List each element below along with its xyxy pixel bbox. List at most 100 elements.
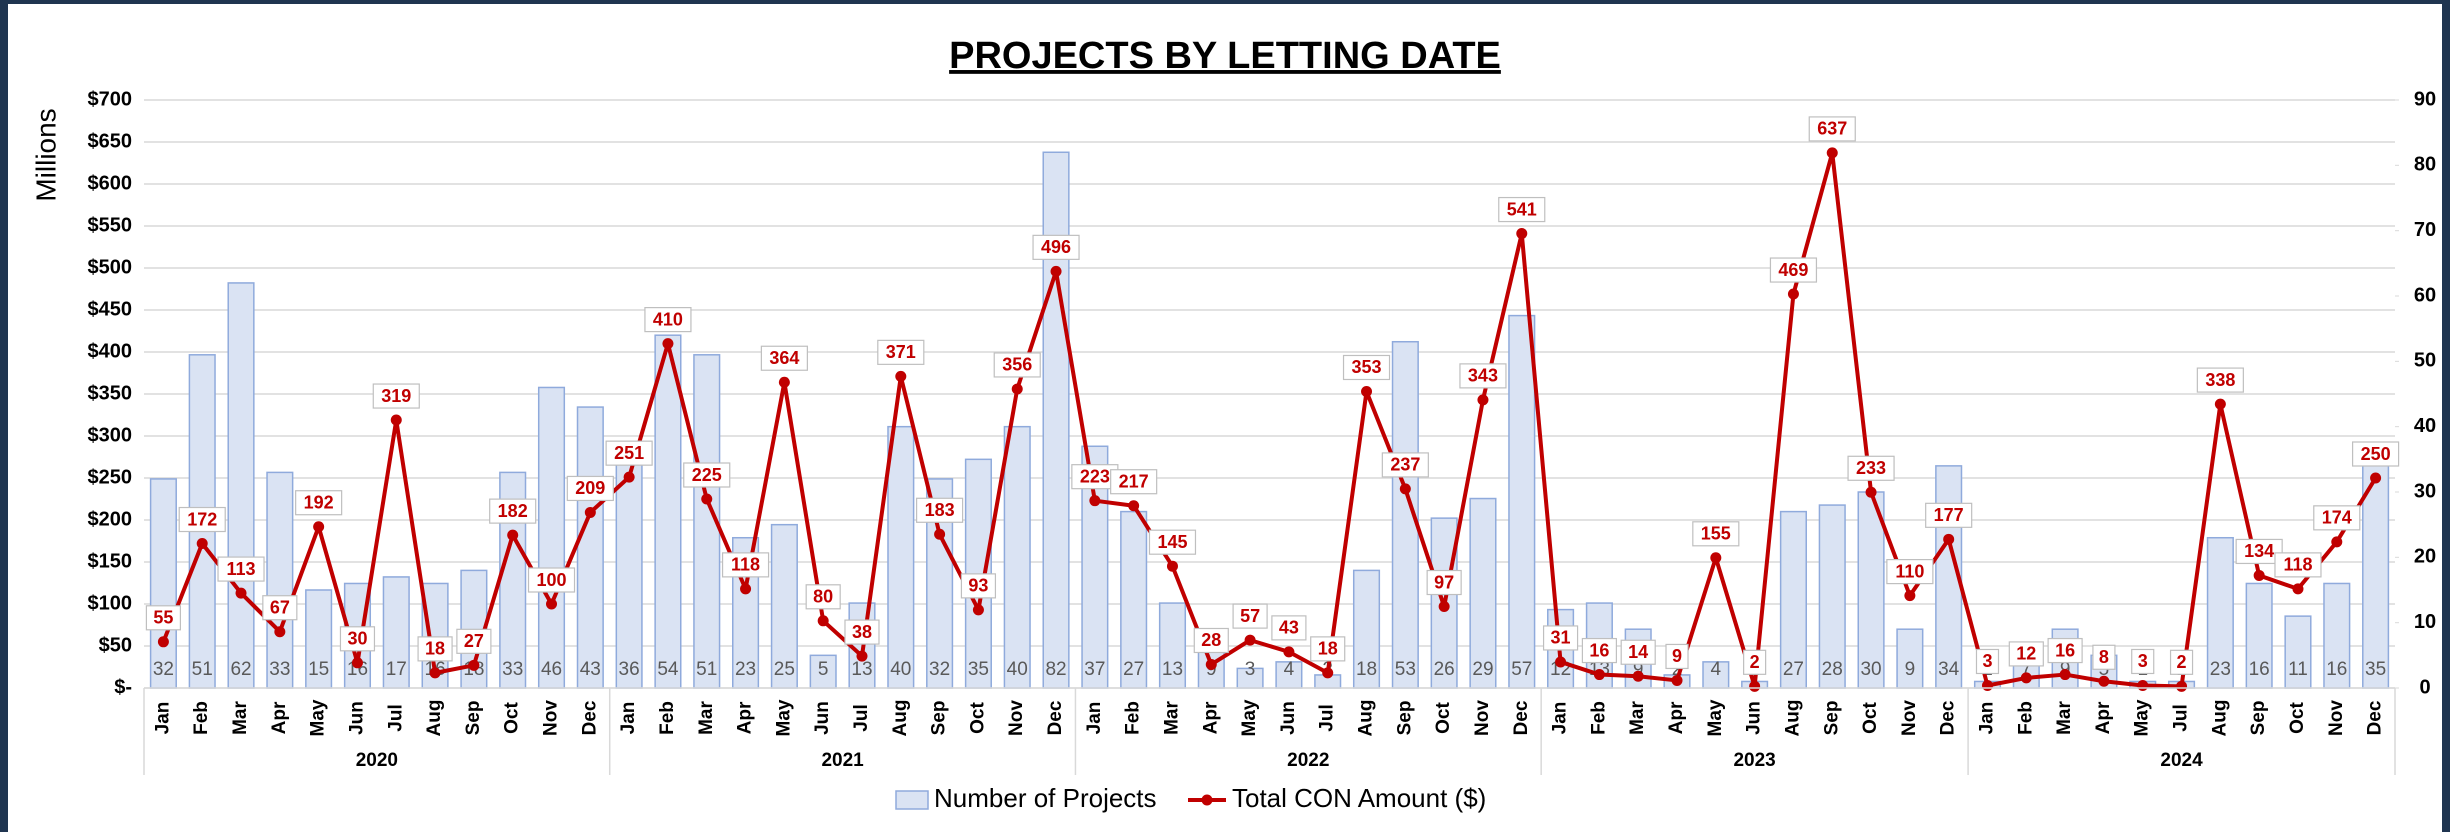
bar-value-label: 5 xyxy=(818,659,829,680)
value-label-box xyxy=(2351,441,2400,467)
line-value-label: 223 xyxy=(1080,466,1110,486)
bar xyxy=(1003,425,1031,689)
line-marker xyxy=(1632,670,1644,682)
line-value-label: 3 xyxy=(2138,651,2148,671)
line-value-label: 183 xyxy=(925,500,955,520)
line-value-label: 177 xyxy=(1934,505,1964,525)
value-label-box xyxy=(2274,552,2322,578)
legend: Number of Projects Total CON Amount ($) xyxy=(895,783,1486,813)
x-tick-label: May xyxy=(773,699,794,736)
value-label-box xyxy=(683,462,731,488)
value-label-box xyxy=(2313,505,2361,531)
bar-value-label: 30 xyxy=(1860,659,1881,680)
y-tick-label: $100 xyxy=(88,592,133,614)
bar xyxy=(887,425,915,689)
line-value-label: 356 xyxy=(1002,355,1032,375)
line-value-label: 134 xyxy=(2244,541,2274,561)
x-tick-label: Jan xyxy=(1550,702,1571,735)
value-label-box xyxy=(1148,529,1197,555)
bar-value-label: 7 xyxy=(2021,659,2032,680)
value-label-box xyxy=(1886,558,1934,585)
line-marker xyxy=(817,615,829,627)
bar-value-label: 46 xyxy=(541,659,562,680)
x-tick-label: Oct xyxy=(502,701,523,733)
line-marker xyxy=(546,598,558,610)
line-marker xyxy=(1438,601,1450,613)
value-label-box xyxy=(1975,648,2000,675)
y-tick-label: $450 xyxy=(88,298,133,320)
line-value-label: 38 xyxy=(852,622,872,642)
bar-value-label: 35 xyxy=(968,659,989,680)
line-marker xyxy=(1710,552,1722,564)
x-tick-label: Jan xyxy=(1977,702,1998,735)
line-marker xyxy=(972,604,984,616)
bar xyxy=(382,576,410,689)
line-marker xyxy=(1128,500,1140,512)
line-marker xyxy=(662,338,674,350)
x-tick-label: Nov xyxy=(1472,700,1493,736)
bar xyxy=(770,523,798,689)
line-marker xyxy=(623,471,635,483)
line-marker xyxy=(2253,569,2265,581)
line-value-label: 371 xyxy=(886,342,916,362)
bar xyxy=(537,386,566,689)
x-tick-label: Sep xyxy=(929,701,950,736)
bar xyxy=(1120,510,1148,689)
bar xyxy=(615,452,643,689)
value-label-box xyxy=(844,619,880,645)
x-tick-label: Aug xyxy=(890,700,911,737)
bar xyxy=(266,471,294,689)
x-tick-label: Nov xyxy=(1006,700,1027,736)
x-tick-label: Aug xyxy=(424,700,445,737)
x-tick-label: Feb xyxy=(1123,701,1144,735)
value-label-box xyxy=(417,636,453,662)
value-label-box xyxy=(1459,363,1507,389)
line-value-label: 43 xyxy=(1279,618,1299,638)
y2-tick-label: 0 xyxy=(2419,676,2430,698)
x-tick-label: Jun xyxy=(1744,701,1765,735)
bar-value-label: 18 xyxy=(1356,659,1377,680)
line-value-label: 12 xyxy=(2016,644,2036,664)
line-value-label: 18 xyxy=(1318,639,1338,659)
x-tick-label: Nov xyxy=(1899,700,1920,736)
x-tick-label: Dec xyxy=(1938,700,1959,735)
line-value-label: 237 xyxy=(1390,455,1420,475)
year-label: 2023 xyxy=(1733,750,1775,771)
bar-value-label: 2 xyxy=(1672,659,1683,680)
x-tick-label: Mar xyxy=(1161,701,1182,735)
value-label-box xyxy=(2169,649,2194,675)
value-label-box xyxy=(1193,627,1229,654)
bar xyxy=(1469,497,1497,689)
x-tick-label: Aug xyxy=(2209,700,2230,737)
value-label-box xyxy=(1743,649,1767,675)
x-tick-label: Oct xyxy=(1860,701,1881,733)
x-tick-label: May xyxy=(308,699,329,736)
y-tick-label: $400 xyxy=(88,340,133,362)
line-value-label: 93 xyxy=(968,576,988,596)
bar xyxy=(1508,314,1536,689)
line-marker xyxy=(1244,634,1256,646)
bar-value-label: 32 xyxy=(929,659,950,680)
bar xyxy=(654,334,682,689)
x-tick-label: Apr xyxy=(1666,701,1687,734)
line-marker xyxy=(274,626,286,638)
line-marker xyxy=(701,493,713,505)
y2-tick-label: 70 xyxy=(2414,219,2436,241)
line-value-label: 67 xyxy=(270,597,290,617)
line-marker xyxy=(2214,398,2226,410)
bar-value-label: 15 xyxy=(308,659,329,680)
value-label-box xyxy=(178,506,226,533)
line-value-label: 174 xyxy=(2322,508,2352,528)
x-tick-label: Sep xyxy=(1821,701,1842,736)
bar-value-label: 57 xyxy=(1511,659,1532,680)
value-label-box xyxy=(2092,644,2116,670)
line-marker xyxy=(235,587,247,599)
value-label-box xyxy=(721,552,770,578)
y-tick-label: $250 xyxy=(88,466,133,488)
x-tick-label: Mar xyxy=(230,701,251,735)
bar-value-label: 16 xyxy=(2249,659,2270,680)
line-marker xyxy=(778,376,790,388)
x-tick-label: Apr xyxy=(1200,701,1221,734)
bar-value-label: 29 xyxy=(1472,659,1493,680)
bar xyxy=(1275,661,1303,689)
